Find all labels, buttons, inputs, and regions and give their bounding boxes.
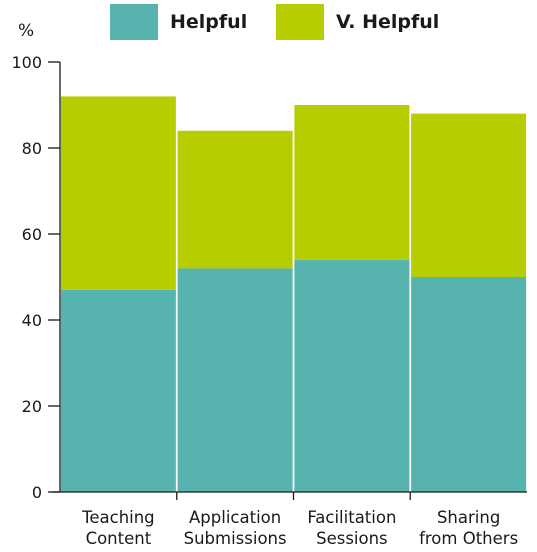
x-tick-label-2: Facilitation Sessions [307,508,396,548]
legend-label-very-helpful: V. Helpful [336,11,440,33]
bar-helpful-1 [177,268,293,492]
bar-very-helpful-2 [294,105,410,260]
x-tick-label-0: Teaching Content [81,508,155,548]
legend-item-very-helpful: V. Helpful [276,4,439,40]
bar-helpful-0 [60,289,176,492]
bar-helpful-3 [411,277,527,492]
legend-swatch-very-helpful [276,4,324,40]
y-tick-label-40: 40 [22,311,42,330]
y-tick-label-80: 80 [22,139,42,158]
y-axis-unit-label: % [18,21,35,41]
x-tick-label-1: Application Submissions [184,508,287,548]
x-tick-label-3: Sharing from Others [419,508,518,548]
bar-very-helpful-3 [411,113,527,277]
bar-very-helpful-1 [177,130,293,269]
y-tick-label-0: 0 [32,483,42,502]
legend-item-helpful: Helpful [110,4,247,40]
bar-helpful-2 [294,259,410,492]
legend-label-helpful: Helpful [170,11,248,33]
y-tick-label-60: 60 [22,225,42,244]
bar-very-helpful-0 [60,96,176,290]
y-tick-label-100: 100 [11,53,42,72]
legend-swatch-helpful [110,4,158,40]
y-tick-label-20: 20 [22,397,42,416]
